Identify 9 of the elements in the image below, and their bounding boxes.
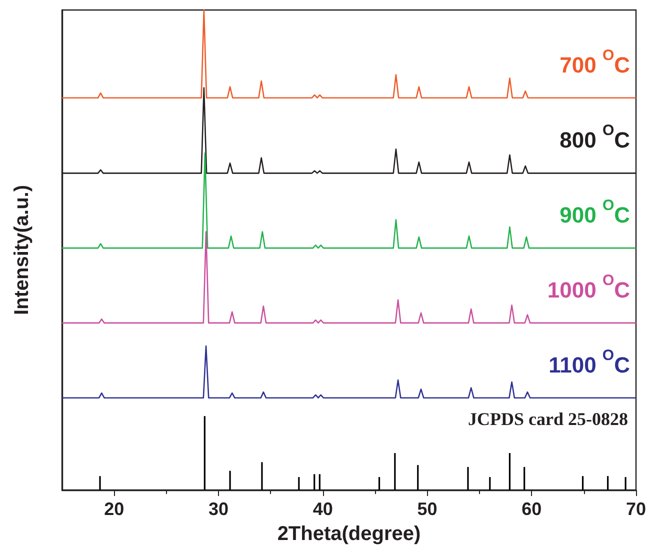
y-axis-title: Intensity(a.u.) <box>11 184 33 316</box>
x-tick-label: 50 <box>417 499 438 519</box>
x-axis-title: 2Theta(degree) <box>277 523 421 545</box>
x-tick-label: 60 <box>522 499 542 519</box>
x-tick-label: 40 <box>312 499 333 519</box>
x-tick-label: 30 <box>208 499 229 519</box>
annotation: JCPDS card 25-0828 <box>468 409 628 429</box>
x-tick-label: 70 <box>626 499 646 519</box>
x-tick-label: 20 <box>104 499 124 519</box>
